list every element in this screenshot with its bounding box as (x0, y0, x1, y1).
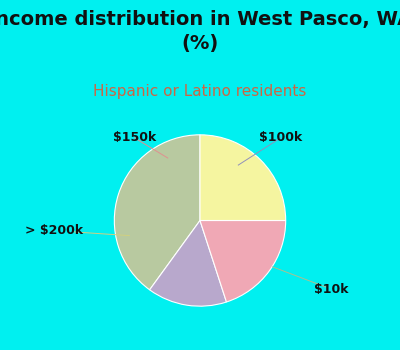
Wedge shape (200, 220, 286, 302)
Wedge shape (114, 135, 200, 290)
Text: > $200k: > $200k (25, 224, 83, 237)
Wedge shape (150, 220, 226, 306)
Text: Hispanic or Latino residents: Hispanic or Latino residents (93, 84, 307, 99)
Text: $150k: $150k (113, 131, 156, 144)
Wedge shape (200, 135, 286, 220)
Text: $100k: $100k (259, 131, 302, 144)
Text: Income distribution in West Pasco, WA
(%): Income distribution in West Pasco, WA (%… (0, 10, 400, 53)
Text: $10k: $10k (314, 282, 348, 295)
